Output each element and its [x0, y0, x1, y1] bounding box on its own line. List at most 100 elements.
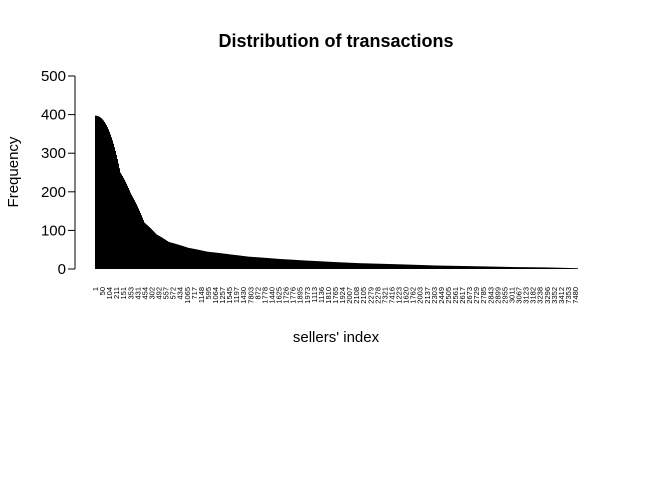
bar — [356, 263, 357, 269]
bar — [353, 262, 354, 269]
bar — [383, 263, 384, 269]
bar — [423, 265, 424, 269]
bar — [385, 263, 386, 269]
x-tick-label: 1197 — [232, 287, 241, 303]
x-tick-label: 211 — [112, 287, 121, 299]
bar — [545, 267, 546, 269]
x-tick-label: 1 — [91, 287, 100, 291]
bar — [243, 255, 244, 269]
bar — [552, 267, 553, 269]
bar — [281, 259, 282, 269]
bar — [452, 265, 453, 269]
y-tick-label: 400 — [41, 107, 66, 124]
bar — [209, 251, 210, 269]
bar — [145, 223, 146, 269]
bar — [533, 267, 534, 269]
bar — [160, 236, 161, 269]
bar — [466, 266, 467, 269]
x-tick-label: 3238 — [536, 287, 545, 304]
x-tick-label: 2955 — [500, 287, 509, 304]
bar — [203, 250, 204, 269]
bar — [455, 265, 456, 269]
bar — [515, 267, 516, 269]
bar — [142, 217, 143, 269]
bar — [343, 262, 344, 269]
bar — [122, 176, 123, 269]
bar — [407, 264, 408, 269]
x-tick-label: 302 — [147, 287, 156, 300]
bar — [301, 260, 302, 269]
bar — [481, 266, 482, 269]
bar — [108, 129, 109, 269]
bar — [199, 249, 200, 269]
bar — [96, 180, 98, 269]
bar — [318, 261, 319, 269]
bar — [119, 168, 120, 269]
x-tick-label: 2561 — [451, 287, 460, 304]
bar — [97, 189, 99, 269]
bar — [249, 256, 250, 269]
bar — [525, 267, 526, 269]
bar — [380, 263, 381, 269]
x-tick-label: 1810 — [324, 287, 333, 304]
bar — [419, 264, 420, 269]
bar — [358, 263, 359, 269]
bar — [448, 265, 449, 269]
bar — [384, 263, 385, 269]
bar — [512, 267, 513, 269]
bar — [299, 260, 300, 269]
bar — [164, 239, 165, 269]
bar — [441, 265, 442, 269]
bar — [240, 255, 241, 269]
x-tick-label: 1625 — [275, 287, 284, 304]
bar — [354, 262, 355, 269]
bar — [128, 188, 129, 269]
bar — [379, 263, 380, 269]
x-tick-label: 1136 — [317, 287, 326, 303]
bar — [118, 163, 119, 269]
bar — [332, 261, 333, 269]
bar — [277, 258, 278, 269]
bar — [216, 252, 217, 269]
x-tick-label: 557 — [162, 287, 171, 300]
bar — [204, 251, 205, 269]
bar — [184, 246, 185, 269]
bar — [156, 234, 157, 269]
bar — [521, 267, 522, 269]
bar — [376, 263, 377, 269]
bar — [389, 264, 390, 269]
bar — [382, 263, 383, 269]
bar — [388, 263, 389, 269]
bar — [433, 265, 434, 269]
bar — [390, 264, 391, 269]
bar — [495, 266, 496, 269]
bar — [317, 261, 318, 269]
bar — [192, 248, 193, 269]
bar — [174, 243, 175, 269]
bar — [103, 120, 104, 269]
bar — [465, 266, 466, 269]
bar — [308, 260, 309, 269]
bar — [540, 267, 541, 269]
bar — [313, 260, 314, 269]
bar — [520, 267, 521, 269]
x-tick-label: 1223 — [395, 287, 404, 304]
x-tick-label: 3011 — [507, 287, 516, 303]
bar — [550, 267, 551, 269]
bar — [351, 262, 352, 269]
bar — [198, 249, 199, 269]
bar — [115, 150, 116, 269]
bar — [523, 267, 524, 269]
bar — [217, 252, 218, 269]
bar — [186, 247, 187, 269]
bar — [294, 259, 295, 269]
bar — [443, 265, 444, 269]
bar — [134, 200, 135, 269]
bar — [471, 266, 472, 269]
bar — [242, 255, 243, 269]
bar — [511, 267, 512, 269]
bar — [418, 264, 419, 269]
bar — [262, 257, 263, 269]
bar — [398, 264, 399, 269]
bar — [305, 260, 306, 269]
